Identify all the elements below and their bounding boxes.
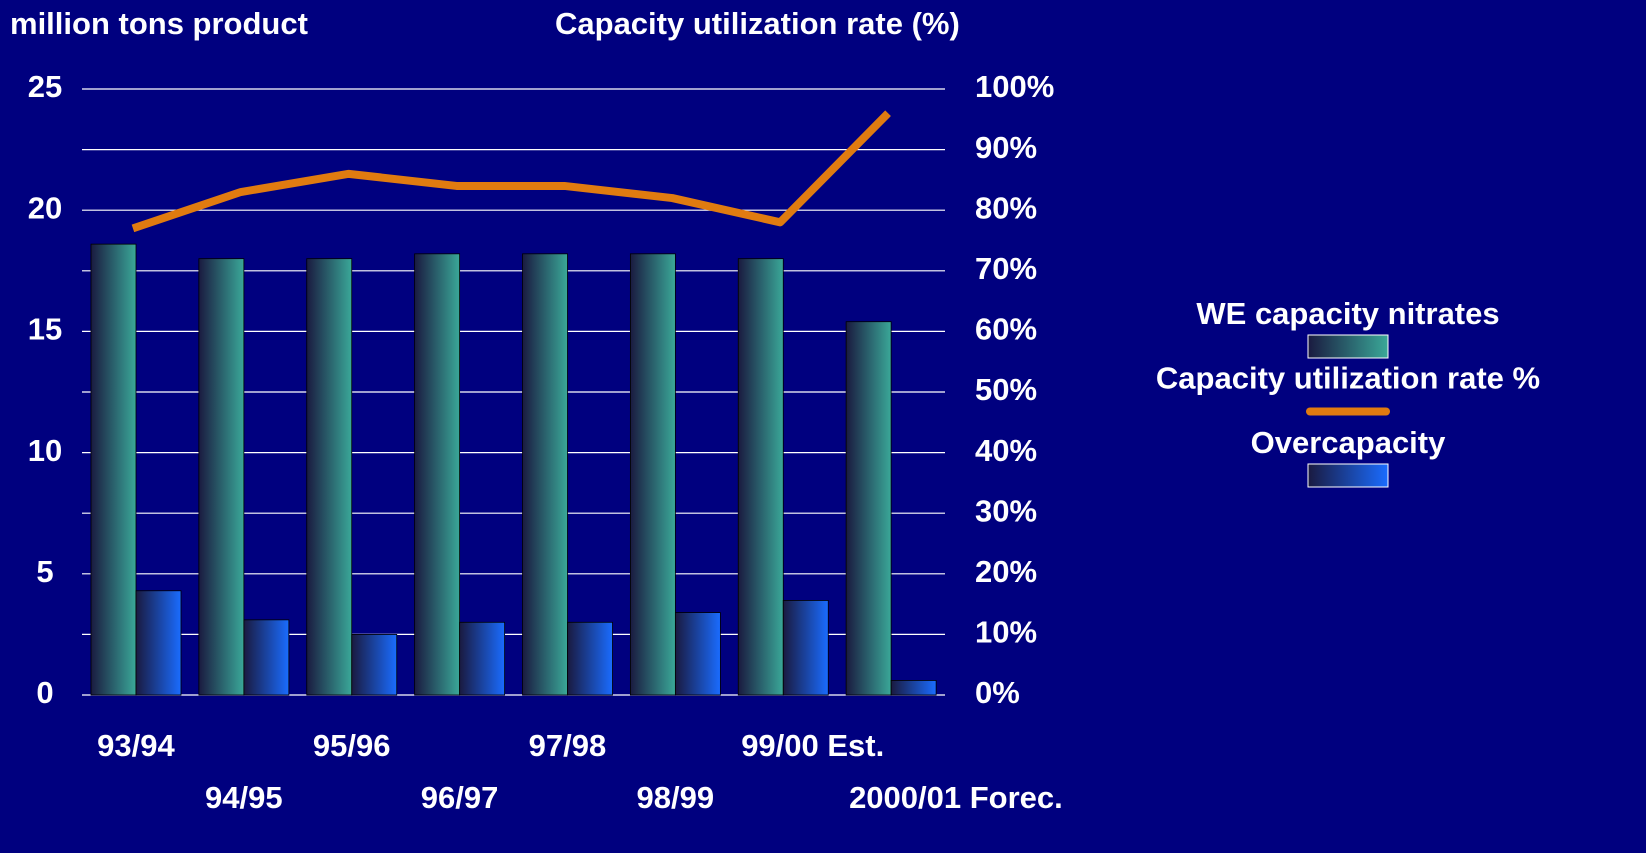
legend-label: Overcapacity bbox=[1251, 425, 1446, 460]
x-tick-label: 95/96 bbox=[313, 728, 391, 763]
y2-tick-label: 50% bbox=[975, 372, 1037, 407]
bar bbox=[629, 253, 676, 696]
bar bbox=[135, 590, 182, 696]
y2-tick-label: 30% bbox=[975, 493, 1037, 528]
bar bbox=[459, 621, 506, 696]
y-tick-label: 20 bbox=[28, 190, 62, 225]
bar bbox=[890, 680, 937, 696]
y-axis-title: million tons product bbox=[10, 6, 308, 41]
legend-swatch bbox=[1307, 334, 1389, 359]
x-tick-label: 98/99 bbox=[637, 780, 715, 815]
legend-label: WE capacity nitrates bbox=[1196, 296, 1499, 331]
bar bbox=[674, 612, 721, 696]
y2-tick-label: 90% bbox=[975, 130, 1037, 165]
x-tick-label: 2000/01 Forec. bbox=[849, 780, 1063, 815]
y2-axis-title: Capacity utilization rate (%) bbox=[555, 6, 960, 41]
legend-swatch bbox=[1307, 463, 1389, 488]
bar bbox=[90, 243, 137, 696]
bar bbox=[414, 253, 461, 696]
y2-tick-label: 80% bbox=[975, 190, 1037, 225]
line-series bbox=[131, 110, 891, 233]
y2-tick-label: 40% bbox=[975, 433, 1037, 468]
bar bbox=[243, 619, 290, 696]
bar bbox=[737, 258, 784, 696]
y2-tick-label: 10% bbox=[975, 615, 1037, 650]
y2-tick-label: 20% bbox=[975, 554, 1037, 589]
bar bbox=[351, 634, 398, 696]
y2-tick-label: 100% bbox=[975, 69, 1054, 104]
y2-tick-label: 0% bbox=[975, 675, 1020, 710]
y2-tick-label: 70% bbox=[975, 251, 1037, 286]
x-tick-label: 96/97 bbox=[421, 780, 499, 815]
y2-tick-label: 60% bbox=[975, 312, 1037, 347]
bar bbox=[198, 258, 245, 696]
x-tick-label: 97/98 bbox=[529, 728, 607, 763]
y-tick-label: 0 bbox=[36, 675, 53, 710]
bar bbox=[522, 253, 568, 696]
bar bbox=[306, 258, 353, 696]
legend-label: Capacity utilization rate % bbox=[1156, 361, 1540, 396]
bar bbox=[782, 600, 829, 696]
x-tick-label: 99/00 Est. bbox=[741, 728, 884, 763]
y-tick-label: 10 bbox=[28, 433, 62, 468]
y-tick-label: 15 bbox=[28, 312, 62, 347]
y-tick-label: 5 bbox=[36, 554, 53, 589]
bar bbox=[567, 621, 613, 696]
y-tick-label: 25 bbox=[28, 69, 62, 104]
x-tick-label: 94/95 bbox=[205, 780, 283, 815]
bar bbox=[845, 321, 892, 696]
x-tick-label: 93/94 bbox=[97, 728, 175, 763]
